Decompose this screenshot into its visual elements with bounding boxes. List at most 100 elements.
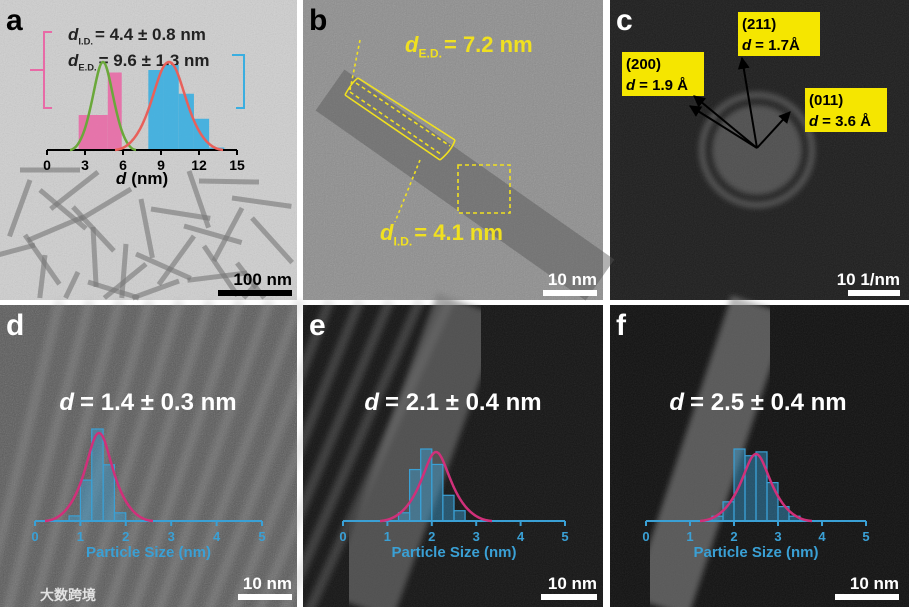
panel-texture <box>303 0 603 300</box>
fit-curve <box>44 431 154 523</box>
annotation: dI.D. = 4.4 ± 0.8 nm <box>68 25 206 46</box>
value-text: = 4.4 ± 0.8 nm <box>95 25 206 44</box>
value-text: = 1.4 ± 0.3 nm <box>80 389 237 416</box>
histogram-bar <box>442 494 455 522</box>
nanotube <box>211 206 245 263</box>
bracket <box>232 54 245 109</box>
plane-label: (011) <box>809 92 843 109</box>
fit-curve <box>114 60 224 152</box>
plane-label: (200) <box>626 56 661 73</box>
nanotube <box>315 69 615 301</box>
x-tick-label: 4 <box>818 529 826 544</box>
x-tick-label: 5 <box>258 529 265 544</box>
arrow <box>688 105 758 149</box>
annotation: d = 2.1 ± 0.4 nm <box>364 389 541 416</box>
histogram-bar <box>766 482 779 522</box>
symbol: d <box>809 113 819 130</box>
nanotube <box>119 243 129 299</box>
x-axis-label: Particle Size (nm) <box>391 544 516 561</box>
x-tick-label: 2 <box>428 529 435 544</box>
unit: (nm) <box>131 169 168 188</box>
fit-curve <box>699 452 813 523</box>
panel-label: f <box>616 309 627 342</box>
watermark: 大数跨境 <box>40 587 96 603</box>
annotation: dI.D.= 4.1 nm <box>380 220 503 249</box>
value-text: = 1.9 Å <box>639 77 688 94</box>
histogram-bar <box>148 70 164 150</box>
fit-curve <box>379 450 493 523</box>
subscript: I.D. <box>393 235 412 249</box>
annotation: dE.D. = 9.6 ± 1.3 nm <box>68 51 210 72</box>
nanotube <box>250 216 295 265</box>
fiber <box>229 298 365 607</box>
fiber <box>78 298 185 607</box>
nanotube <box>198 178 260 185</box>
nanotube <box>201 244 240 298</box>
x-tick-label: 0 <box>642 529 649 544</box>
x-tick-label: 1 <box>686 529 693 544</box>
spacing-label: d = 1.9 Å <box>626 77 688 94</box>
label-box <box>622 52 704 96</box>
nanotube <box>49 170 100 211</box>
x-tick-label: 0 <box>339 529 346 544</box>
fiber <box>0 298 65 561</box>
x-tick-label: 2 <box>122 529 129 544</box>
nanotube <box>38 188 88 231</box>
label-box <box>738 12 820 56</box>
arrow <box>693 95 758 149</box>
x-tick-label: 0 <box>31 529 38 544</box>
histogram-bar <box>163 65 179 150</box>
value-text: = 2.1 ± 0.4 nm <box>385 389 542 416</box>
scale-bar <box>848 290 900 296</box>
scale-bar-label: 10 nm <box>850 574 899 593</box>
diffraction-ring <box>712 105 802 195</box>
subscript: E.D. <box>418 47 442 61</box>
scale-bar-label: 10 nm <box>243 574 292 593</box>
spacing-label: d = 1.7Å <box>742 37 800 54</box>
fiber <box>154 298 275 607</box>
histogram-bar <box>431 463 444 522</box>
nanotube <box>138 198 155 259</box>
decorations <box>30 31 813 523</box>
x-tick-label: 0 <box>43 157 51 173</box>
nanotube <box>156 234 197 287</box>
symbol: d <box>68 51 79 70</box>
panel-label: b <box>309 4 327 37</box>
nanotube <box>187 270 248 283</box>
histogram-bar <box>453 510 466 522</box>
nanotube <box>7 179 33 238</box>
nanotube <box>134 251 192 281</box>
symbol: d <box>626 77 636 94</box>
symbol: d <box>742 37 752 54</box>
scale-bar <box>238 594 292 600</box>
plane-label: (211) <box>742 16 776 33</box>
histogram-bar <box>102 464 116 522</box>
nanotube <box>63 270 81 300</box>
subscript: E.D. <box>78 62 96 72</box>
histogram-bar <box>113 512 127 522</box>
scale-bar-label: 10 1/nm <box>837 270 900 289</box>
scale-bar-label: 10 nm <box>548 574 597 593</box>
symbol: d <box>380 220 394 245</box>
nanotube <box>37 254 48 299</box>
symbol: d <box>405 32 419 57</box>
x-tick-label: 1 <box>384 529 391 544</box>
x-tick-label: 3 <box>774 529 781 544</box>
x-tick-label: 12 <box>191 157 207 173</box>
tube-outline <box>344 39 511 223</box>
scale-bar <box>541 594 597 600</box>
texture <box>0 69 815 607</box>
subscript: I.D. <box>78 36 93 46</box>
symbol: d <box>68 25 79 44</box>
spacing-label: d = 3.6 Å <box>809 113 871 130</box>
arrow <box>756 111 791 149</box>
value-text: = 3.6 Å <box>822 113 871 130</box>
symbol: d <box>116 169 127 188</box>
scale-bar <box>543 290 597 296</box>
value-text: = 4.1 nm <box>414 220 503 245</box>
x-axis-label: d (nm) <box>116 169 168 188</box>
nanotube <box>78 186 133 223</box>
label-box <box>805 88 887 132</box>
histogram-bar <box>79 479 93 522</box>
